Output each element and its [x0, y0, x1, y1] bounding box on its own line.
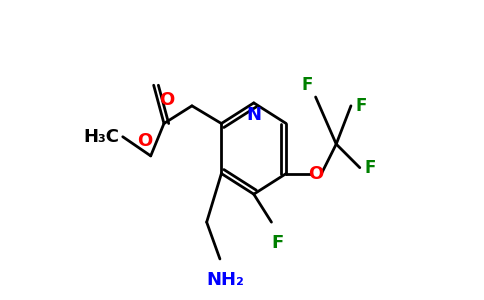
Text: NH₂: NH₂	[207, 271, 245, 289]
Text: O: O	[160, 91, 175, 109]
Text: H₃C: H₃C	[84, 128, 120, 146]
Text: F: F	[355, 97, 367, 115]
Text: O: O	[137, 132, 152, 150]
Text: O: O	[308, 165, 323, 183]
Text: F: F	[302, 76, 313, 94]
Text: F: F	[271, 234, 284, 252]
Text: N: N	[246, 106, 261, 124]
Text: F: F	[364, 159, 376, 177]
